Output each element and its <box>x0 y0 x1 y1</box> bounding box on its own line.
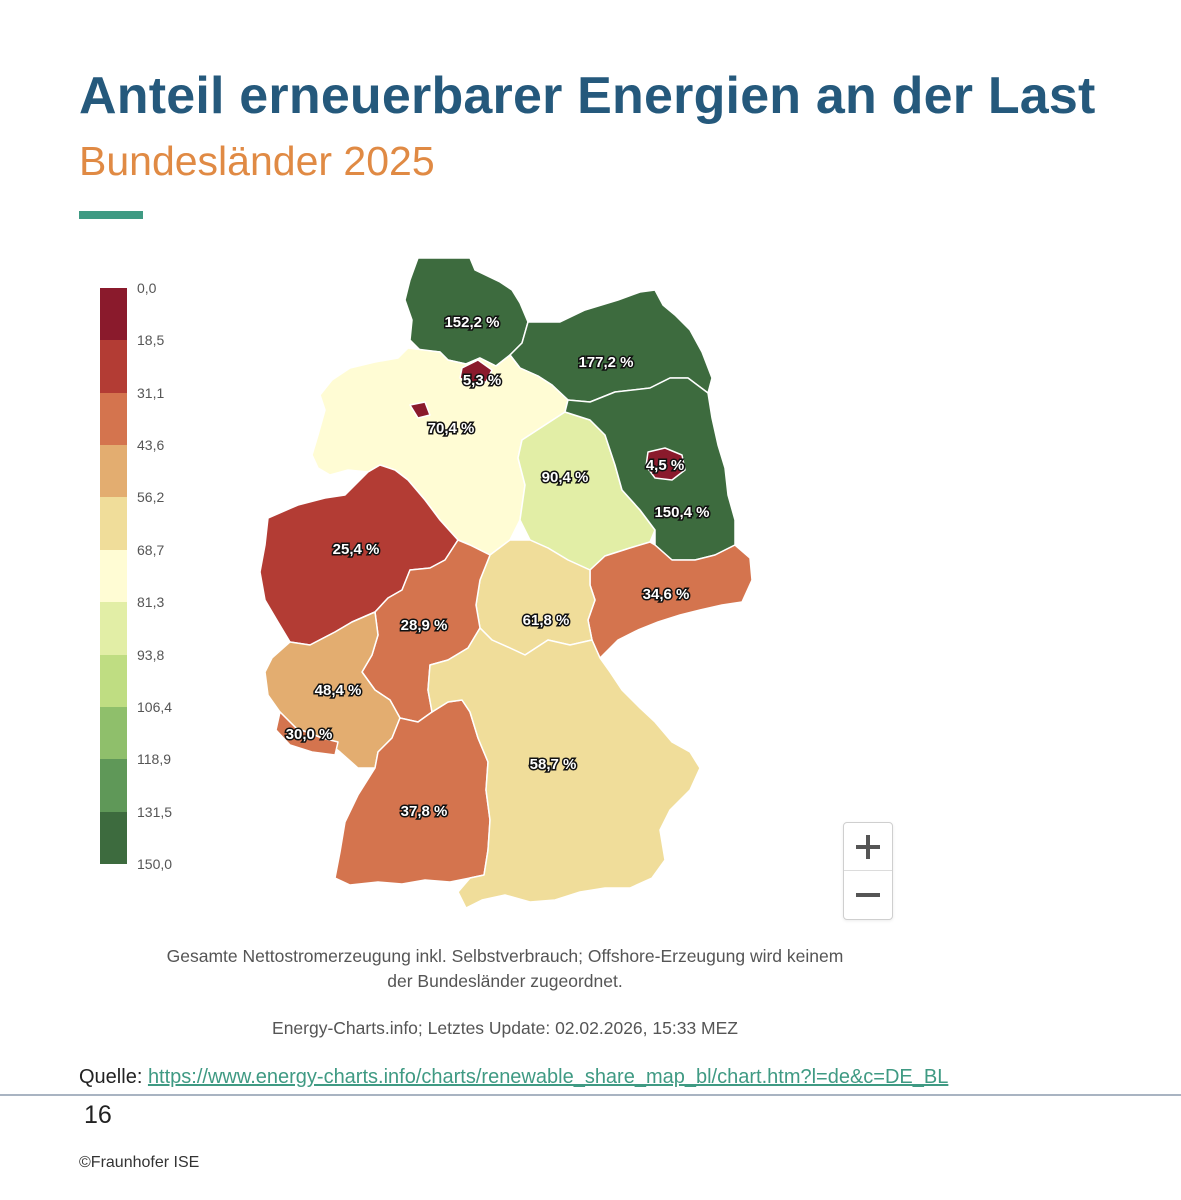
accent-bar <box>79 211 143 219</box>
legend-tick-label: 56,2 <box>137 489 165 506</box>
legend-tick-label: 118,9 <box>137 751 171 768</box>
legend-swatch <box>100 654 127 707</box>
value-label-bb: 150,4 % <box>654 504 709 521</box>
map-svg: 152,2 % 177,2 % 5,3 % 70,4 % 90,4 % 4,5 % 150,… <box>259 257 753 909</box>
source-prefix: Quelle: <box>79 1066 148 1088</box>
page-number: 16 <box>84 1101 112 1129</box>
value-label-be: 4,5 % <box>646 457 684 474</box>
legend-tick-label: 0,0 <box>137 280 157 296</box>
footer-rule <box>0 1094 1181 1096</box>
state-bayern[interactable] <box>427 627 701 909</box>
legend-swatch <box>100 602 127 655</box>
legend-swatch <box>100 706 127 760</box>
legend-swatch <box>100 811 127 864</box>
legend-tick-label: 131,5 <box>137 803 173 820</box>
value-label-sl: 30,0 % <box>286 726 333 743</box>
germany-map: 152,2 % 177,2 % 5,3 % 70,4 % 90,4 % 4,5 % 150,… <box>240 240 780 930</box>
legend-swatch <box>100 549 127 603</box>
value-label-sh: 152,2 % <box>444 314 499 331</box>
legend-swatch <box>100 340 127 393</box>
value-label-bw: 37,8 % <box>401 803 448 820</box>
value-label-st: 90,4 % <box>542 469 589 486</box>
state-bremen[interactable] <box>409 359 493 419</box>
legend-tick-label: 18,5 <box>137 332 165 349</box>
source-line: Quelle: https://www.energy-charts.info/c… <box>79 1066 948 1089</box>
value-label-he: 28,9 % <box>401 617 448 634</box>
slide-subtitle: Bundesländer 2025 <box>79 138 435 184</box>
legend-color-scale <box>100 288 127 864</box>
legend-tick-label: 43,6 <box>137 437 165 454</box>
legend-tick-label: 106,4 <box>137 698 173 715</box>
state-saarland[interactable] <box>275 711 339 756</box>
footnote-line-2: der Bundesländer zugeordnet. <box>387 971 623 991</box>
value-label-ni: 70,4 % <box>428 420 475 437</box>
legend-tick-label: 81,3 <box>137 594 165 611</box>
zoom-in-button[interactable] <box>844 823 892 870</box>
legend-swatch <box>100 497 127 550</box>
legend-swatch <box>100 392 127 446</box>
plus-icon <box>856 834 880 859</box>
legend-tick-label: 93,8 <box>137 646 165 663</box>
value-label-sn: 34,6 % <box>643 586 690 603</box>
value-label-hb: 5,3 % <box>463 372 501 389</box>
legend-swatch <box>100 288 127 341</box>
update-note: Energy-Charts.info; Letztes Update: 02.0… <box>272 1018 738 1038</box>
source-link[interactable]: https://www.energy-charts.info/charts/re… <box>147 1066 949 1088</box>
legend-swatch <box>100 445 127 498</box>
value-label-mv: 177,2 % <box>578 354 633 371</box>
footnote-line-1: Gesamte Nettostromerzeugung inkl. Selbst… <box>166 946 844 966</box>
value-label-th: 61,8 % <box>523 612 570 629</box>
footnote: Gesamte Nettostromerzeugung inkl. Selbst… <box>100 944 910 994</box>
value-label-rp: 48,4 % <box>315 682 362 699</box>
legend-tick-label: 150,0 <box>137 856 173 872</box>
zoom-out-button[interactable] <box>844 870 892 918</box>
value-label-by: 58,7 % <box>530 756 577 773</box>
legend-tick-label: 68,7 <box>137 541 165 558</box>
state-berlin[interactable] <box>645 447 686 481</box>
zoom-control <box>843 822 893 920</box>
value-label-nw: 25,4 % <box>333 541 380 558</box>
legend-swatch <box>100 759 127 812</box>
minus-icon <box>856 892 880 897</box>
legend-tick-label: 31,1 <box>137 384 165 401</box>
copyright: ©Fraunhofer ISE <box>79 1154 200 1171</box>
slide-title: Anteil erneuerbarer Energien an der Last <box>79 67 1096 125</box>
